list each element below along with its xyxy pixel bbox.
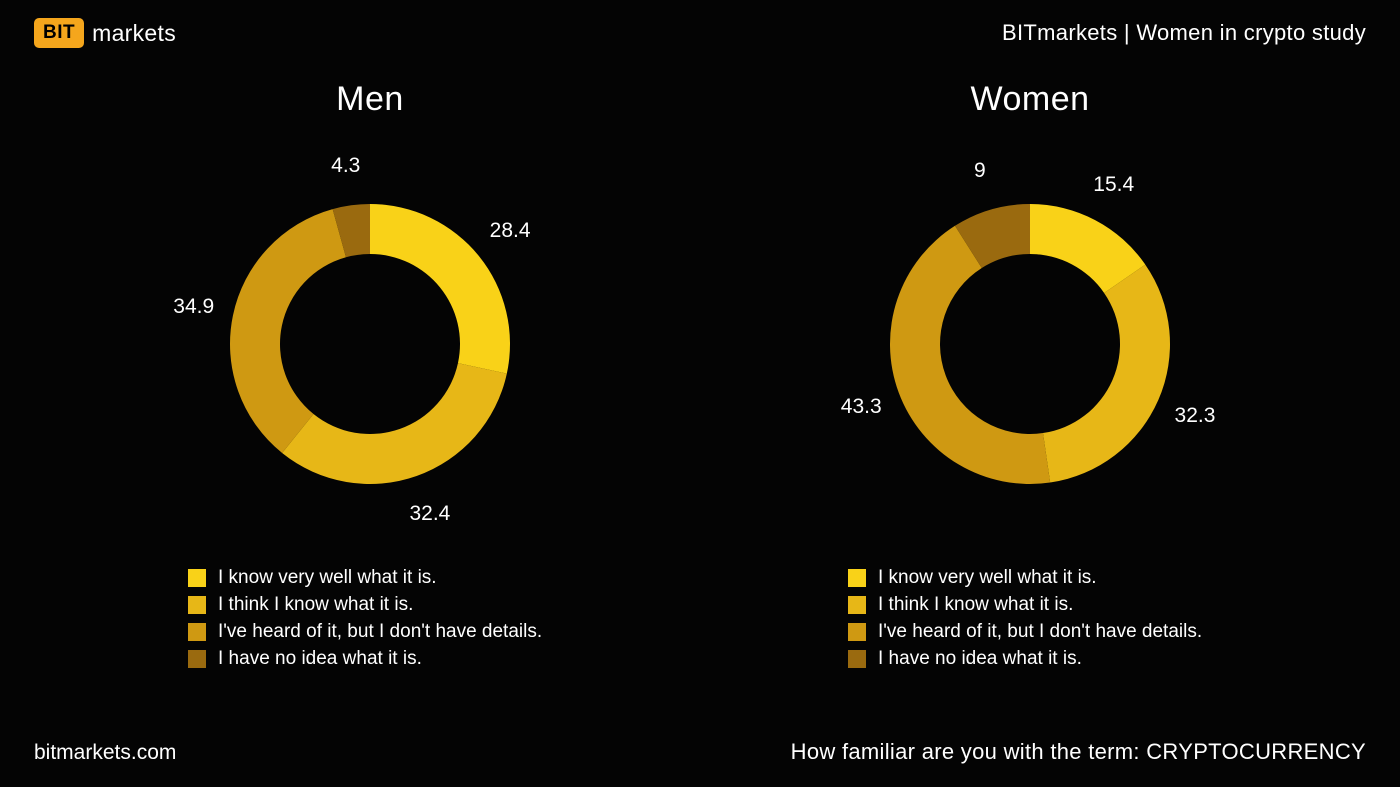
legend-men: I know very well what it is. I think I kn…	[188, 567, 542, 675]
chart-panel-women: Women 15.4 32.3 43.3 9 I know very well wha…	[750, 80, 1310, 675]
legend-row: I think I know what it is.	[848, 594, 1202, 616]
legend-swatch	[848, 569, 866, 587]
donut-chart-men: 28.4 32.4 34.9 4.3	[155, 129, 585, 559]
legend-label: I've heard of it, but I don't have detai…	[218, 621, 542, 643]
logo: BIT markets	[34, 18, 176, 48]
legend-row: I know very well what it is.	[188, 567, 542, 589]
legend-swatch	[188, 650, 206, 668]
footer-url: bitmarkets.com	[34, 741, 176, 765]
legend-label: I've heard of it, but I don't have detai…	[878, 621, 1202, 643]
slice-label: 34.9	[173, 295, 214, 319]
legend-row: I have no idea what it is.	[188, 648, 542, 670]
legend-row: I've heard of it, but I don't have detai…	[848, 621, 1202, 643]
legend-label: I know very well what it is.	[218, 567, 437, 589]
header: BIT markets BITmarkets | Women in crypto…	[34, 18, 1366, 48]
legend-swatch	[188, 623, 206, 641]
slice-label: 15.4	[1093, 173, 1134, 197]
donut-slice	[1043, 265, 1170, 483]
chart-title-women: Women	[970, 80, 1089, 119]
legend-swatch	[188, 596, 206, 614]
donut-chart-women: 15.4 32.3 43.3 9	[815, 129, 1245, 559]
legend-label: I have no idea what it is.	[218, 648, 422, 670]
legend-row: I know very well what it is.	[848, 567, 1202, 589]
slice-label: 9	[974, 159, 986, 183]
footer-question: How familiar are you with the term: CRYP…	[791, 739, 1366, 765]
chart-panel-men: Men 28.4 32.4 34.9 4.3 I know very well wha…	[90, 80, 650, 675]
slice-label: 32.4	[409, 502, 450, 526]
legend-swatch	[848, 623, 866, 641]
legend-row: I have no idea what it is.	[848, 648, 1202, 670]
legend-label: I have no idea what it is.	[878, 648, 1082, 670]
legend-row: I think I know what it is.	[188, 594, 542, 616]
legend-women: I know very well what it is. I think I kn…	[848, 567, 1202, 675]
slice-label: 32.3	[1175, 404, 1216, 428]
legend-swatch	[188, 569, 206, 587]
donut-slice	[282, 363, 507, 484]
charts-container: Men 28.4 32.4 34.9 4.3 I know very well wha…	[0, 80, 1400, 675]
legend-label: I think I know what it is.	[218, 594, 413, 616]
header-subtitle: BITmarkets | Women in crypto study	[1002, 20, 1366, 46]
donut-slice	[890, 226, 1050, 484]
chart-title-men: Men	[336, 80, 404, 119]
logo-badge: BIT	[34, 18, 84, 48]
legend-swatch	[848, 650, 866, 668]
donut-slice	[230, 209, 346, 453]
legend-label: I know very well what it is.	[878, 567, 1097, 589]
footer: bitmarkets.com How familiar are you with…	[34, 739, 1366, 765]
slice-label: 28.4	[490, 219, 531, 243]
slice-label: 4.3	[331, 154, 360, 178]
logo-suffix: markets	[92, 20, 176, 47]
legend-label: I think I know what it is.	[878, 594, 1073, 616]
legend-row: I've heard of it, but I don't have detai…	[188, 621, 542, 643]
legend-swatch	[848, 596, 866, 614]
slice-label: 43.3	[841, 395, 882, 419]
